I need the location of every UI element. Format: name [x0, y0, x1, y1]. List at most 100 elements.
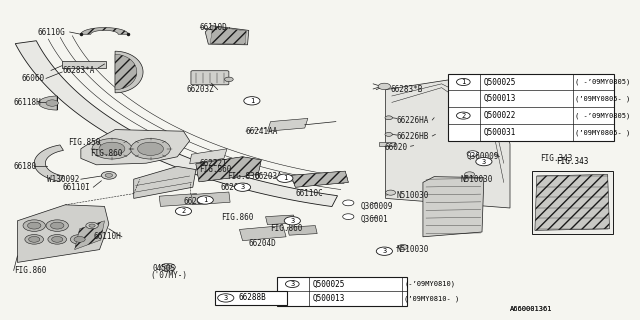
- Text: 66202W: 66202W: [184, 197, 211, 206]
- Polygon shape: [115, 51, 143, 93]
- Bar: [276, 277, 408, 306]
- Circle shape: [285, 280, 299, 287]
- Text: FIG.343: FIG.343: [540, 154, 572, 163]
- Text: Q360009: Q360009: [361, 202, 393, 211]
- Text: 66283*B: 66283*B: [390, 85, 423, 94]
- Text: 1: 1: [203, 197, 207, 203]
- Circle shape: [46, 100, 58, 106]
- Circle shape: [51, 222, 64, 229]
- Circle shape: [225, 77, 233, 82]
- Text: 66020: 66020: [385, 143, 408, 152]
- Circle shape: [456, 78, 470, 85]
- Polygon shape: [189, 149, 227, 164]
- Polygon shape: [268, 118, 308, 131]
- Polygon shape: [75, 221, 104, 250]
- Polygon shape: [196, 157, 261, 182]
- Text: Q500031: Q500031: [483, 128, 516, 137]
- Polygon shape: [291, 171, 348, 187]
- Circle shape: [29, 236, 40, 242]
- Text: FIG.860: FIG.860: [199, 165, 232, 174]
- Text: 66283*A: 66283*A: [62, 66, 95, 75]
- Bar: [215, 291, 287, 305]
- Text: FIG.860: FIG.860: [90, 149, 122, 158]
- Text: ('07MY-): ('07MY-): [150, 271, 188, 280]
- Circle shape: [342, 214, 354, 220]
- Text: (’09MY0805- ): (’09MY0805- ): [575, 129, 630, 136]
- Text: 0450S: 0450S: [152, 264, 175, 273]
- Text: 3: 3: [241, 184, 244, 190]
- Text: 3: 3: [290, 218, 294, 224]
- Text: FIG.850: FIG.850: [68, 138, 100, 147]
- Text: FIG.860: FIG.860: [221, 213, 253, 222]
- Text: 66241AA: 66241AA: [246, 127, 278, 136]
- Polygon shape: [196, 157, 261, 182]
- Polygon shape: [266, 215, 296, 225]
- Text: 3: 3: [482, 159, 486, 164]
- Circle shape: [138, 142, 163, 156]
- FancyBboxPatch shape: [191, 71, 229, 85]
- Circle shape: [197, 196, 213, 204]
- Text: N510030: N510030: [397, 245, 429, 254]
- Text: FRONT: FRONT: [452, 74, 476, 96]
- Circle shape: [218, 294, 234, 302]
- Circle shape: [25, 235, 44, 244]
- Circle shape: [398, 244, 408, 250]
- Text: (’09MY0805- ): (’09MY0805- ): [575, 96, 630, 102]
- Polygon shape: [34, 145, 63, 181]
- Circle shape: [244, 97, 260, 105]
- Text: 2: 2: [181, 208, 186, 214]
- Polygon shape: [159, 194, 198, 206]
- Text: 3: 3: [223, 295, 228, 301]
- Text: 66110D: 66110D: [199, 23, 227, 32]
- Text: Q500022: Q500022: [483, 111, 516, 120]
- Polygon shape: [205, 26, 249, 45]
- Circle shape: [105, 173, 113, 177]
- Circle shape: [52, 236, 63, 242]
- Circle shape: [101, 172, 116, 179]
- Circle shape: [86, 222, 99, 229]
- Polygon shape: [17, 205, 109, 262]
- Circle shape: [386, 190, 396, 195]
- Circle shape: [46, 220, 68, 231]
- Text: 66180: 66180: [13, 162, 37, 171]
- Text: Q36001: Q36001: [361, 215, 388, 224]
- Circle shape: [161, 263, 175, 271]
- Circle shape: [99, 142, 125, 156]
- Text: N510030: N510030: [397, 191, 429, 200]
- Text: 66203A: 66203A: [255, 172, 283, 180]
- Polygon shape: [15, 41, 337, 206]
- Text: ( -’09MY0805): ( -’09MY0805): [575, 112, 630, 119]
- Text: 66204D: 66204D: [249, 239, 276, 248]
- Polygon shape: [115, 54, 137, 90]
- Circle shape: [131, 139, 170, 159]
- Text: 66202V: 66202V: [221, 183, 248, 192]
- Polygon shape: [239, 226, 286, 241]
- Text: (’09MY0810- ): (’09MY0810- ): [404, 295, 460, 302]
- Circle shape: [48, 235, 67, 244]
- Polygon shape: [81, 28, 128, 34]
- Text: 1: 1: [250, 98, 254, 104]
- Polygon shape: [81, 130, 189, 165]
- Text: 66110H: 66110H: [93, 232, 121, 241]
- Circle shape: [234, 183, 251, 191]
- Text: 66110G: 66110G: [37, 28, 65, 36]
- Circle shape: [276, 174, 293, 182]
- Bar: [380, 142, 395, 146]
- Circle shape: [23, 220, 45, 231]
- Circle shape: [74, 236, 85, 242]
- Text: 66226HB: 66226HB: [397, 132, 429, 140]
- Text: 66110C: 66110C: [296, 189, 323, 198]
- Circle shape: [385, 132, 392, 136]
- Polygon shape: [535, 174, 609, 230]
- Text: 66110I: 66110I: [62, 183, 90, 192]
- Circle shape: [476, 157, 492, 166]
- Text: 66288B: 66288B: [239, 293, 267, 302]
- Polygon shape: [191, 192, 230, 205]
- Text: (-’09MY0810): (-’09MY0810): [404, 281, 455, 287]
- Circle shape: [342, 200, 354, 206]
- Text: Q500013: Q500013: [312, 294, 344, 303]
- Polygon shape: [210, 26, 246, 44]
- Text: 3: 3: [382, 248, 387, 254]
- Text: 66226HA: 66226HA: [397, 116, 429, 124]
- Circle shape: [164, 265, 172, 269]
